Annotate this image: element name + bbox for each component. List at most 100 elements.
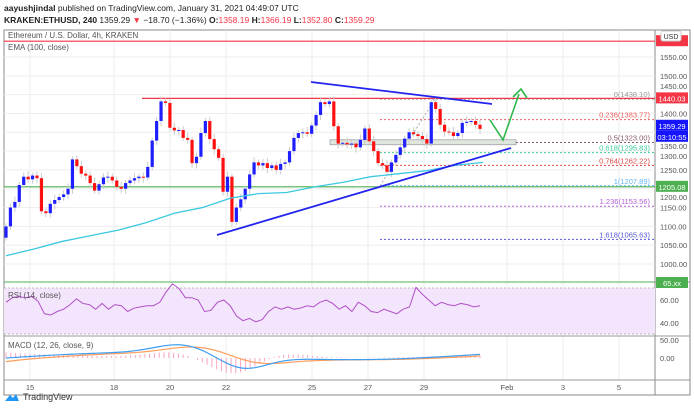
candle [13, 201, 17, 208]
candle [119, 186, 123, 189]
macd-legend[interactable]: MACD (12, 26, close, 9) [8, 341, 94, 350]
rsi-tick: 60.00 [660, 296, 679, 305]
candle [101, 177, 106, 185]
price-tick: 1350.00 [660, 142, 687, 151]
candle [310, 125, 314, 134]
candle [194, 156, 199, 164]
publish-info: aayushjindal published on TradingView.co… [4, 3, 299, 13]
candle [336, 126, 340, 144]
price-tick: 1500.00 [660, 72, 687, 81]
candle [155, 120, 159, 141]
candle [177, 130, 181, 132]
candle [314, 114, 318, 126]
chart-title: Ethereum / U.S. Dollar, 4h, KRAKEN [8, 31, 139, 40]
candle [88, 175, 92, 184]
candle [8, 207, 13, 227]
candle [451, 132, 456, 137]
time-tick: 18 [110, 383, 118, 392]
symbol-info: KRAKEN:ETHUSD, 240 1359.29 ▼ −18.70 (−1.… [4, 15, 375, 25]
candle [385, 165, 389, 172]
candle [199, 133, 203, 157]
candle [230, 176, 234, 222]
open-label: O: [209, 15, 219, 25]
candle [181, 130, 185, 138]
candle [292, 137, 296, 152]
candle [48, 203, 52, 214]
candle [327, 101, 331, 105]
candle [376, 151, 380, 164]
candle [4, 226, 8, 238]
support-price-tag-bg [656, 180, 688, 192]
candle [265, 163, 269, 169]
candle [159, 101, 163, 121]
candle [429, 102, 433, 144]
candle [234, 207, 238, 222]
candle [225, 176, 230, 192]
candle [35, 175, 39, 179]
last-price-tag-bg [656, 119, 688, 131]
candle [425, 139, 429, 144]
candle [389, 162, 394, 172]
candle [332, 101, 336, 127]
high-value: 1366.19 [260, 15, 292, 25]
candle [478, 124, 482, 129]
fib-label: 1(1207.89) [614, 177, 651, 186]
time-tick: 15 [26, 383, 34, 392]
candle [456, 133, 460, 137]
author[interactable]: aayushjindal [4, 3, 56, 13]
candle [341, 142, 345, 144]
candle [26, 176, 30, 180]
chart-frame [3, 29, 691, 396]
candle [434, 102, 438, 109]
candle [403, 138, 407, 148]
candle [172, 127, 176, 131]
candle [70, 159, 75, 189]
candle [318, 102, 323, 115]
candle [124, 183, 128, 189]
support-price-tag: 1205.08 [658, 183, 685, 192]
last-price-tag: 1359.29 [658, 122, 685, 131]
candle [407, 132, 411, 139]
candle [84, 173, 88, 176]
candle [208, 120, 212, 140]
tradingview-logo[interactable]: TradingView [4, 392, 73, 402]
support-zone [329, 139, 517, 146]
time-tick: 20 [166, 383, 174, 392]
candle [66, 188, 70, 195]
price-tick: 1300.00 [660, 152, 687, 161]
candle [39, 178, 44, 212]
macd-tick: 50.00 [660, 336, 679, 345]
time-tick: 3 [561, 383, 565, 392]
candle [92, 183, 97, 191]
candle [44, 211, 48, 214]
publish-date: published on TradingView.com, January 31… [57, 3, 299, 13]
down-arrow-icon: ▼ [132, 15, 141, 25]
price-tick: 1150.00 [660, 204, 687, 213]
price-tick: 1050.00 [660, 241, 687, 250]
rsi-value-tag-bg [656, 277, 688, 288]
macd-line [5, 344, 481, 369]
candle [217, 149, 221, 158]
candle [128, 180, 132, 184]
candle [367, 128, 371, 142]
candle [442, 124, 447, 132]
candle [287, 151, 292, 163]
candle [168, 102, 172, 128]
candle [212, 139, 216, 150]
candle [132, 178, 137, 181]
rsi-tick: 40.00 [660, 319, 679, 328]
ema-line [5, 161, 484, 257]
time-tick: 29 [420, 383, 428, 392]
low-label: L: [293, 15, 302, 25]
symbol: KRAKEN:ETHUSD, 240 [4, 15, 98, 25]
fib-trend-line [379, 98, 436, 187]
ema-legend[interactable]: EMA (100, close) [8, 43, 69, 52]
candle [305, 132, 309, 134]
candle [203, 120, 207, 134]
candle [465, 121, 469, 123]
candle [279, 163, 283, 170]
rsi-legend[interactable]: RSI (14, close) [8, 291, 61, 300]
candle [411, 132, 416, 135]
